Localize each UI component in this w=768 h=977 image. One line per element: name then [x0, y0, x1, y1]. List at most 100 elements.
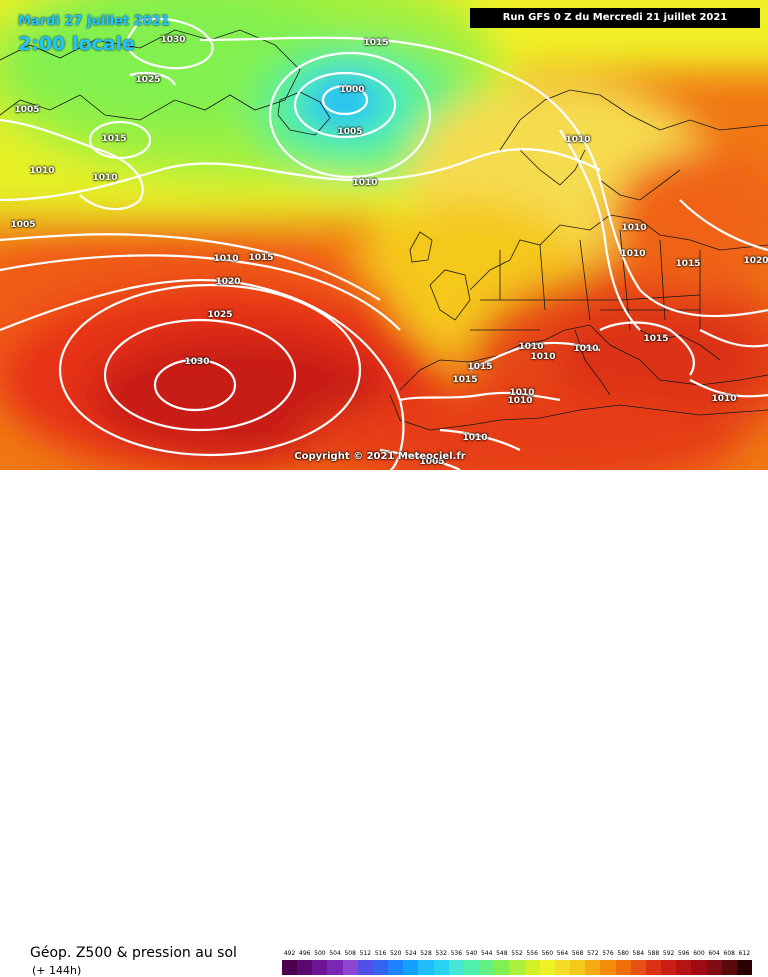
- isobar-label: 1010: [518, 342, 544, 352]
- isobar-label: 1015: [452, 375, 478, 385]
- scale-label: 500: [314, 950, 326, 957]
- scale-swatch: [600, 960, 617, 975]
- scale-label: 588: [647, 950, 660, 957]
- scale-swatch: [706, 960, 723, 975]
- scale-swatch: [736, 960, 753, 975]
- isobar-label: 1010: [29, 166, 55, 176]
- isobar-label: 1005: [419, 457, 445, 467]
- scale-swatch: [615, 960, 632, 975]
- scale-label: 568: [571, 950, 584, 957]
- isobar-label: 1015: [675, 259, 701, 269]
- isobar-label: 1015: [467, 362, 493, 372]
- isobar-label: 1000: [339, 85, 365, 95]
- isobar-label: 1030: [184, 357, 210, 367]
- scale-label: 592: [662, 950, 675, 957]
- isobar-label: 1020: [215, 277, 241, 287]
- isobar-label: 1015: [643, 334, 669, 344]
- isobar-label: 1010: [352, 178, 378, 188]
- scale-swatch: [570, 960, 586, 975]
- scale-label: 596: [678, 950, 690, 957]
- scale-swatch: [661, 960, 677, 975]
- geopotential-field: [0, 0, 768, 470]
- scale-swatch: [676, 960, 692, 975]
- isobar-label: 1010: [573, 344, 599, 354]
- scale-label: 492: [283, 950, 296, 957]
- scale-swatch: [691, 960, 707, 975]
- scale-label: 528: [420, 950, 432, 957]
- run-info: Run GFS 0 Z du Mercredi 21 juillet 2021: [470, 8, 760, 28]
- isobar-label: 1010: [507, 396, 533, 406]
- forecast-time: 2:00 locale: [18, 33, 135, 55]
- forecast-date: Mardi 27 juillet 2021: [18, 14, 170, 29]
- scale-label: 544: [480, 950, 493, 957]
- scale-label: 600: [693, 950, 705, 957]
- scale-label: 548: [496, 950, 508, 957]
- isobar-label: 1010: [620, 249, 646, 259]
- scale-swatch: [372, 960, 389, 975]
- isobar-label: 1005: [14, 105, 40, 115]
- scale-label: 508: [344, 950, 356, 957]
- scale-swatch: [433, 960, 450, 975]
- lead-time: (+ 144h): [32, 964, 82, 977]
- scale-label: 552: [511, 950, 523, 957]
- isobar-label: 1005: [10, 220, 36, 230]
- isobar-label: 1010: [565, 135, 591, 145]
- scale-swatch: [645, 960, 662, 975]
- isobar-label: 1015: [363, 38, 389, 48]
- isobar-label: 1010: [530, 352, 556, 362]
- scale-swatch: [448, 960, 465, 975]
- scale-label: 536: [450, 950, 463, 957]
- scale-swatch: [479, 960, 495, 975]
- isobar-label: 1010: [711, 394, 737, 404]
- scale-label: 532: [435, 950, 447, 957]
- isobar-label: 1005: [337, 127, 363, 137]
- scale-swatch: [539, 960, 556, 975]
- isobar-label: 1010: [462, 433, 488, 443]
- scale-label: 560: [541, 950, 554, 957]
- isobar-label: 1030: [160, 35, 186, 45]
- scale-swatch: [342, 960, 359, 975]
- isobar-label: 1010: [621, 223, 647, 233]
- scale-label: 504: [329, 950, 341, 957]
- scale-label: 608: [723, 950, 735, 957]
- scale-label: 556: [526, 950, 538, 957]
- weather-map: 1030 1025 1005 1015 1010 1010 1005 1015 1000 1005…: [0, 0, 768, 470]
- scale-label: 564: [556, 950, 569, 957]
- scale-swatch: [357, 960, 374, 975]
- isobar-label: 1025: [207, 310, 233, 320]
- scale-swatch: [721, 960, 738, 975]
- legend-panel: Géop. Z500 & pression au sol (+ 144h) 49…: [0, 470, 768, 977]
- scale-label: 576: [602, 950, 614, 957]
- scale-swatch: [585, 960, 601, 975]
- scale-swatch: [524, 960, 541, 975]
- isobar-label: 1010: [213, 254, 239, 264]
- isobar-label: 1025: [135, 75, 161, 85]
- scale-swatch: [312, 960, 328, 975]
- scale-label: 496: [299, 950, 311, 957]
- scale-label: 524: [405, 950, 417, 957]
- parameter-title: Géop. Z500 & pression au sol: [30, 945, 237, 961]
- isobar-label: 1020: [743, 256, 768, 266]
- scale-swatch: [327, 960, 344, 975]
- isobar-label: 1015: [248, 253, 274, 263]
- scale-label: 520: [389, 950, 402, 957]
- scale-label: 512: [359, 950, 372, 957]
- isobar-label: 1010: [92, 173, 118, 183]
- scale-swatch: [554, 960, 571, 975]
- scale-label: 540: [465, 950, 478, 957]
- scale-swatch: [509, 960, 526, 975]
- scale-label: 612: [738, 950, 751, 957]
- copyright-notice: Copyright © 2021 Meteociel.fr: [294, 451, 466, 462]
- scale-label: 572: [587, 950, 599, 957]
- scale-label: 516: [374, 950, 387, 957]
- scale-swatch: [282, 960, 298, 975]
- scale-swatch: [403, 960, 419, 975]
- scale-swatch: [297, 960, 313, 975]
- color-scale: 492 496 500 504 508 512 516 520 524 528 532 536 540 5…: [282, 950, 753, 976]
- scale-label: 580: [617, 950, 629, 957]
- scale-swatch: [418, 960, 435, 975]
- isobar-label: 1010: [509, 388, 535, 398]
- scale-label: 604: [708, 950, 720, 957]
- scale-swatch: [463, 960, 480, 975]
- scale-swatch: [494, 960, 510, 975]
